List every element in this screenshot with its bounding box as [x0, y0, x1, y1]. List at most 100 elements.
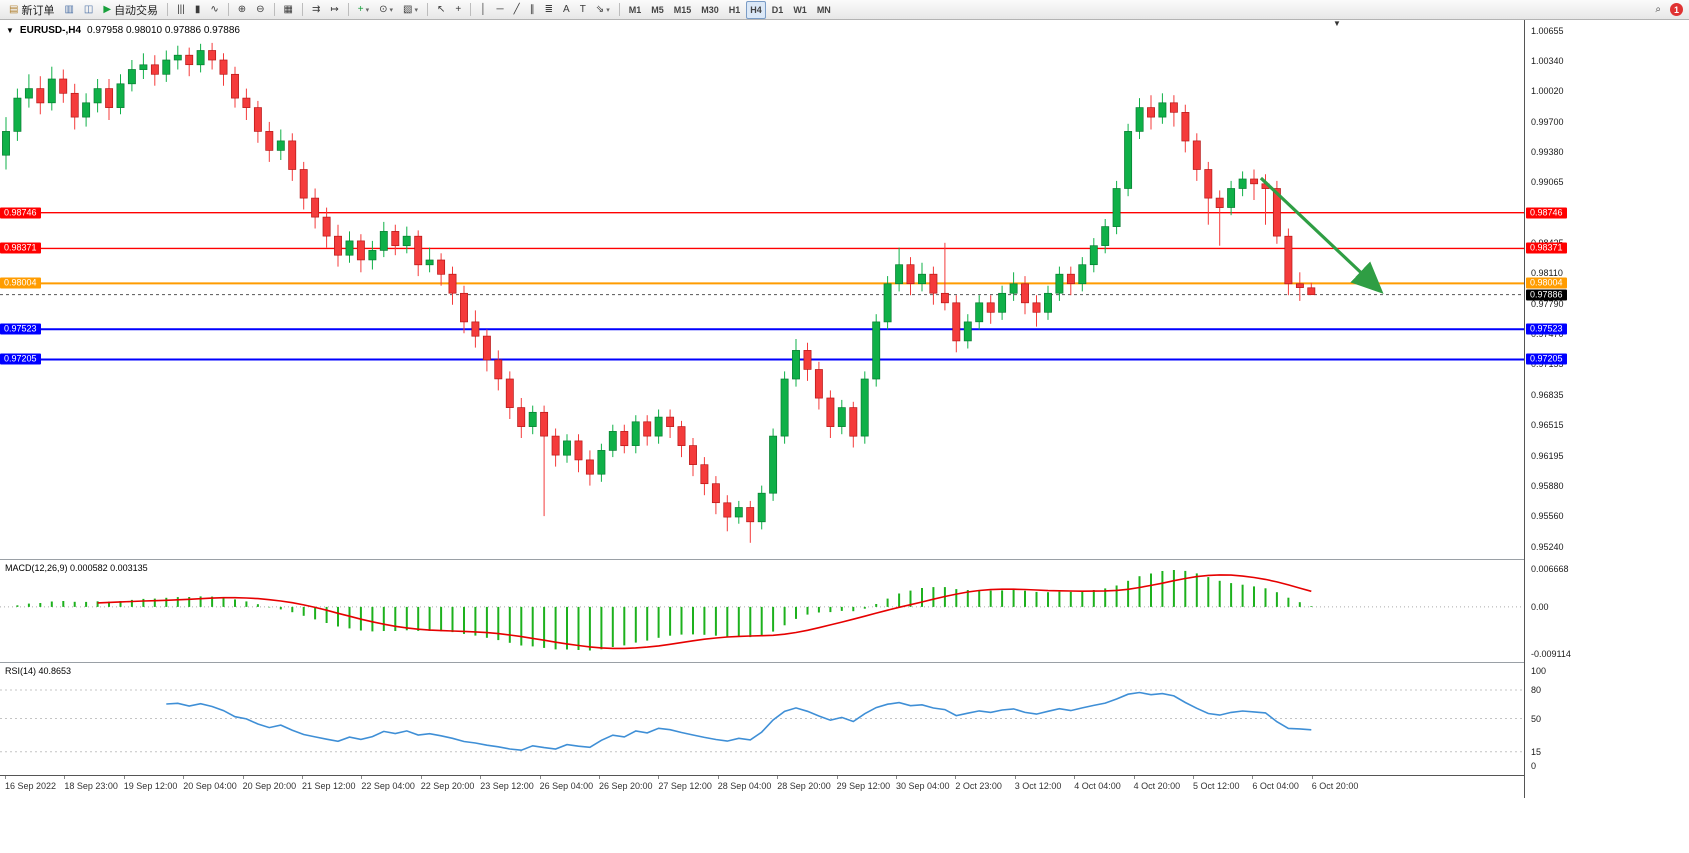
- indicators-list-button[interactable]: + ▾: [354, 1, 373, 19]
- tile-windows-icon: ▦: [283, 3, 293, 15]
- arrows-icon: ⇘: [595, 3, 605, 15]
- text-label-button[interactable]: T: [576, 1, 590, 19]
- timeframe-m1-button[interactable]: M1: [625, 1, 646, 19]
- auto-scroll-icon: ⇉: [312, 3, 321, 15]
- rsi-axis-label: 100: [1531, 666, 1547, 676]
- time-axis-label: 4 Oct 04:00: [1074, 781, 1121, 791]
- time-axis-tick: [1074, 776, 1076, 779]
- notification-badge[interactable]: 1: [1670, 3, 1683, 16]
- macd-axis[interactable]: 0.006668 0.00 -0.009114: [1525, 560, 1689, 663]
- price-axis-label: 1.00655: [1531, 25, 1564, 36]
- time-axis-tick: [1014, 776, 1016, 779]
- search-button[interactable]: ⌕: [1651, 1, 1665, 19]
- toolbar-separator: [618, 3, 620, 16]
- rsi-axis-label: 0: [1531, 761, 1537, 771]
- time-axis-label: 26 Sep 20:00: [599, 781, 653, 791]
- horizontal-line-button[interactable]: ─: [493, 1, 508, 19]
- chart-ohlc-values: 0.97958 0.98010 0.97886 0.97886: [87, 25, 240, 36]
- timeframe-d1-button[interactable]: D1: [768, 1, 788, 19]
- timeframe-w1-label: W1: [793, 4, 807, 15]
- auto-scroll-button[interactable]: ⇉: [308, 1, 324, 19]
- indicators-list-icon: +: [357, 3, 364, 15]
- text-button[interactable]: A: [559, 1, 574, 19]
- time-axis-tick: [302, 776, 303, 779]
- line-chart-mode-icon: ∿: [210, 3, 219, 15]
- macd-label: MACD(12,26,9) 0.000582 0.003135: [5, 563, 148, 573]
- market-watch-button[interactable]: ◫: [80, 1, 97, 19]
- fibonacci-retracement-button[interactable]: ≣: [541, 1, 557, 19]
- time-axis-label: 29 Sep 12:00: [836, 781, 891, 791]
- time-axis-tick: [242, 776, 244, 779]
- new-order-button[interactable]: ▤ 新订单: [5, 1, 58, 19]
- price-axis-main[interactable]: 1.00655 1.00340 1.00020 0.99700 0.99380 0.990…: [1525, 20, 1689, 560]
- text-label-icon: T: [579, 3, 586, 15]
- auto-trading-icon: ▶: [103, 3, 112, 15]
- bar-chart-mode-button[interactable]: |||: [173, 1, 189, 19]
- timeframe-group: M1 M5 M15 M30 H1 H4 D1 W1 MN: [624, 0, 836, 19]
- trendline-button[interactable]: ╱: [510, 1, 524, 19]
- time-axis-tick: [658, 776, 660, 779]
- hline-left-tag: 0.97205: [0, 353, 41, 365]
- hline-price-tag: 0.98004: [1526, 277, 1567, 289]
- rsi-label: RSI(14) 40.8653: [5, 666, 71, 676]
- macd-panel[interactable]: MACD(12,26,9) 0.000582 0.003135: [0, 560, 1524, 663]
- timeframe-m5-button[interactable]: M5: [647, 1, 668, 19]
- timeframe-h4-label: H4: [750, 4, 762, 15]
- rsi-panel[interactable]: RSI(14) 40.8653: [0, 663, 1524, 776]
- zoom-out-button[interactable]: ⊖: [252, 1, 268, 19]
- time-axis-tick: [5, 776, 6, 779]
- time-axis-label: 4 Oct 20:00: [1133, 781, 1181, 791]
- time-axis-label: 27 Sep 12:00: [658, 781, 712, 791]
- equidistant-channel-button[interactable]: ∥: [526, 1, 539, 19]
- vertical-line-button[interactable]: │: [476, 1, 490, 19]
- rsi-svg: [0, 689, 1524, 753]
- timeframe-h1-label: H1: [728, 4, 741, 15]
- timeframe-w1-button[interactable]: W1: [789, 1, 811, 19]
- new-order-label: 新订单: [21, 4, 55, 17]
- timeframe-h4-button[interactable]: H4: [746, 0, 766, 19]
- periods-button[interactable]: ⊙ ▾: [375, 1, 397, 19]
- cursor-button[interactable]: ↖: [433, 1, 449, 19]
- timeframe-m5-label: M5: [651, 4, 664, 15]
- toolbar-right: ⌕ 1: [1650, 1, 1685, 19]
- timeframe-h1-button[interactable]: H1: [725, 1, 745, 19]
- time-axis-label: 26 Sep 04:00: [539, 781, 594, 791]
- market-watch-icon: ◫: [83, 3, 94, 15]
- zoom-in-button[interactable]: ⊕: [234, 1, 250, 19]
- line-chart-mode-button[interactable]: ∿: [206, 1, 222, 19]
- periods-icon: ⊙: [379, 3, 388, 15]
- time-axis-tick: [1133, 776, 1135, 779]
- main-chart-svg[interactable]: [0, 20, 1524, 558]
- time-axis-tick: [539, 776, 541, 779]
- candlestick-mode-button[interactable]: ▮: [191, 1, 205, 19]
- auto-trading-button[interactable]: ▶ 自动交易: [99, 1, 162, 19]
- chart-shift-button[interactable]: ↦: [326, 1, 342, 19]
- main-chart-panel[interactable]: ▼ EURUSD-,H4 0.97958 0.98010 0.97886 0.9…: [0, 19, 1524, 560]
- templates-button[interactable]: ▧ ▾: [399, 1, 422, 19]
- time-axis-label: 18 Sep 23:00: [64, 781, 118, 791]
- time-axis-label: 30 Sep 04:00: [896, 781, 950, 791]
- one-click-collapse-icon[interactable]: ▼: [6, 26, 14, 35]
- toolbar-separator: [427, 3, 429, 16]
- time-axis[interactable]: 16 Sep 2022 18 Sep 23:00 19 Sep 12:00 20 Se…: [0, 776, 1524, 798]
- timeframe-mn-button[interactable]: MN: [813, 1, 835, 19]
- timeframe-m30-button[interactable]: M30: [697, 1, 723, 19]
- price-axis-label: 0.96515: [1531, 420, 1564, 431]
- toolbar-separator: [227, 3, 229, 16]
- price-axis-column[interactable]: 1.00655 1.00340 1.00020 0.99700 0.99380 0.990…: [1524, 20, 1689, 798]
- timeframe-m15-button[interactable]: M15: [670, 1, 696, 19]
- price-axis-label: 0.96835: [1531, 389, 1564, 400]
- timeframe-m15-label: M15: [673, 4, 692, 15]
- chart-shift-marker-icon[interactable]: ▼: [1333, 19, 1341, 28]
- tile-windows-button[interactable]: ▦: [280, 1, 297, 19]
- chart-window-button[interactable]: ▥: [60, 1, 77, 19]
- time-axis-tick: [717, 776, 719, 779]
- bar-chart-mode-icon: |||: [177, 3, 185, 15]
- rsi-axis[interactable]: 100 80 50 15 0: [1525, 663, 1689, 776]
- cursor-icon: ↖: [437, 3, 446, 15]
- crosshair-button[interactable]: +: [451, 1, 465, 19]
- auto-trading-label: 自动交易: [114, 4, 159, 17]
- arrows-button[interactable]: ⇘ ▾: [592, 1, 614, 19]
- text-icon: A: [563, 3, 570, 15]
- chart-shift-icon: ↦: [330, 3, 339, 15]
